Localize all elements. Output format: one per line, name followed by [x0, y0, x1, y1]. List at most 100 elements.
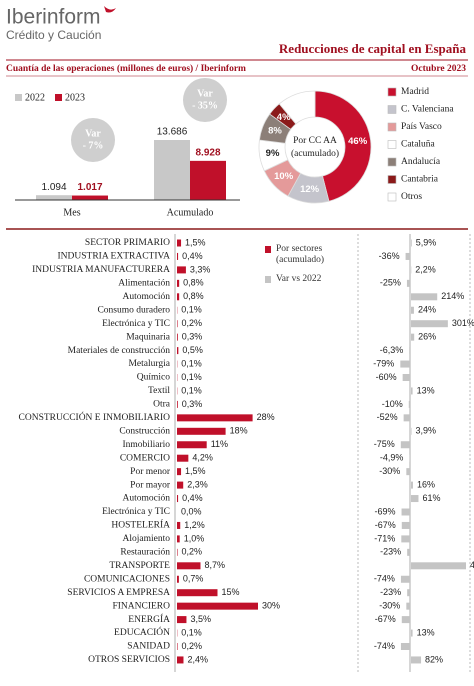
value-label: 0,8%	[183, 291, 204, 301]
value-label: 1,2%	[184, 520, 205, 530]
value-label: 0,4%	[182, 493, 203, 503]
brand: Iberinform	[6, 6, 101, 29]
category-label: Restauración	[120, 548, 170, 558]
bar	[411, 387, 413, 395]
bar	[177, 441, 207, 449]
value-label: 13.686	[157, 127, 188, 138]
value-label: 8,7%	[204, 560, 225, 570]
annotation: Var	[85, 128, 101, 139]
category-label: Por mayor	[130, 480, 171, 490]
value-label: 214%	[441, 291, 464, 301]
bar	[411, 306, 414, 314]
bar	[400, 575, 410, 583]
bar	[406, 602, 410, 610]
category-label: EDUCACIÓN	[114, 626, 170, 638]
category-label: Maquinaria	[126, 332, 171, 342]
value-label: 4%	[277, 112, 291, 123]
category-label: SERVICIOS A EMPRESA	[67, 588, 170, 598]
value-label: -71%	[374, 533, 395, 543]
date: Octubre 2023	[411, 64, 466, 74]
legend-swatch	[387, 140, 397, 149]
category-label: COMERCIO	[120, 453, 170, 463]
bar	[411, 320, 448, 328]
bar	[177, 414, 253, 422]
x-tick-label: Mes	[63, 207, 80, 218]
legend-label: Madrid	[401, 87, 429, 97]
value-label: -60%	[376, 372, 397, 382]
annotation: - 35%	[192, 100, 218, 111]
category-label: Químico	[137, 373, 170, 383]
value-label: -75%	[374, 439, 395, 449]
bar	[36, 195, 72, 200]
value-label: 1,0%	[184, 533, 205, 543]
value-label: -69%	[375, 506, 396, 516]
pie-slice	[314, 90, 372, 202]
value-label: 18%	[230, 426, 248, 436]
bar	[407, 548, 410, 556]
annotation-bubble	[71, 118, 115, 162]
value-label: 0,1%	[181, 385, 202, 395]
value-label: 1.094	[41, 182, 66, 193]
bar	[177, 548, 178, 556]
category-label: Metalurgia	[128, 359, 170, 369]
value-label: 0,2%	[182, 547, 203, 557]
category-label: Alojamiento	[123, 534, 171, 544]
value-label: -52%	[377, 412, 398, 422]
bar	[177, 347, 179, 355]
bar	[177, 320, 178, 328]
category-label: Alimentación	[118, 279, 170, 289]
value-label: 28%	[257, 412, 275, 422]
legend-label: Cataluña	[401, 140, 436, 150]
legend-label: 2022	[25, 92, 45, 103]
legend-label: Andalucía	[401, 157, 441, 167]
value-label: 2,2%	[415, 264, 436, 274]
value-label: 4,2%	[192, 453, 213, 463]
value-label: 0,4%	[182, 251, 203, 261]
value-label: 16%	[417, 479, 435, 489]
bar	[177, 266, 186, 274]
bar	[406, 279, 410, 287]
bar	[177, 468, 182, 476]
legend-label: Var vs 2022	[276, 274, 322, 284]
category-label: INDUSTRIA EXTRACTIVA	[57, 252, 170, 262]
category-label: Materiales de construcción	[68, 346, 171, 356]
category-label: Inmobiliario	[123, 440, 171, 450]
subtitle: Cuantía de las operaciones (millones de …	[6, 63, 246, 74]
value-label: -67%	[375, 614, 396, 624]
value-label: 12%	[300, 184, 320, 195]
legend-swatch	[387, 105, 397, 114]
category-label: Electrónica y TIC	[102, 319, 170, 329]
bar	[177, 575, 179, 583]
value-label: 24%	[418, 305, 436, 315]
legend-swatch	[387, 192, 397, 202]
legend-label: 2023	[65, 92, 85, 103]
category-label: OTROS SERVICIOS	[88, 655, 170, 665]
value-label: 2,4%	[187, 654, 208, 664]
bar	[154, 140, 190, 200]
value-label: 0,8%	[183, 278, 204, 288]
value-label: 0,1%	[181, 372, 202, 382]
bar	[409, 347, 410, 355]
value-label: 61%	[422, 493, 440, 503]
bar	[411, 562, 466, 570]
value-label: -23%	[380, 587, 401, 597]
bar	[411, 481, 413, 489]
bar	[405, 252, 410, 260]
value-label: 82%	[425, 654, 443, 664]
value-label: 46%	[348, 136, 368, 147]
pie-slice	[278, 90, 316, 125]
value-label: 30%	[262, 601, 280, 611]
legend-label: Cantabria	[401, 175, 439, 185]
category-label: Otra	[153, 400, 171, 410]
legend-label: Otros	[401, 192, 422, 202]
value-label: -30%	[379, 466, 400, 476]
bar	[72, 195, 108, 200]
bar	[177, 616, 187, 624]
legend-label: C. Valenciana	[401, 105, 454, 115]
value-label: -10%	[382, 399, 403, 409]
legend-swatch	[387, 175, 397, 184]
value-label: -36%	[379, 251, 400, 261]
category-label: Automoción	[123, 494, 171, 504]
value-label: 0,1%	[181, 627, 202, 637]
